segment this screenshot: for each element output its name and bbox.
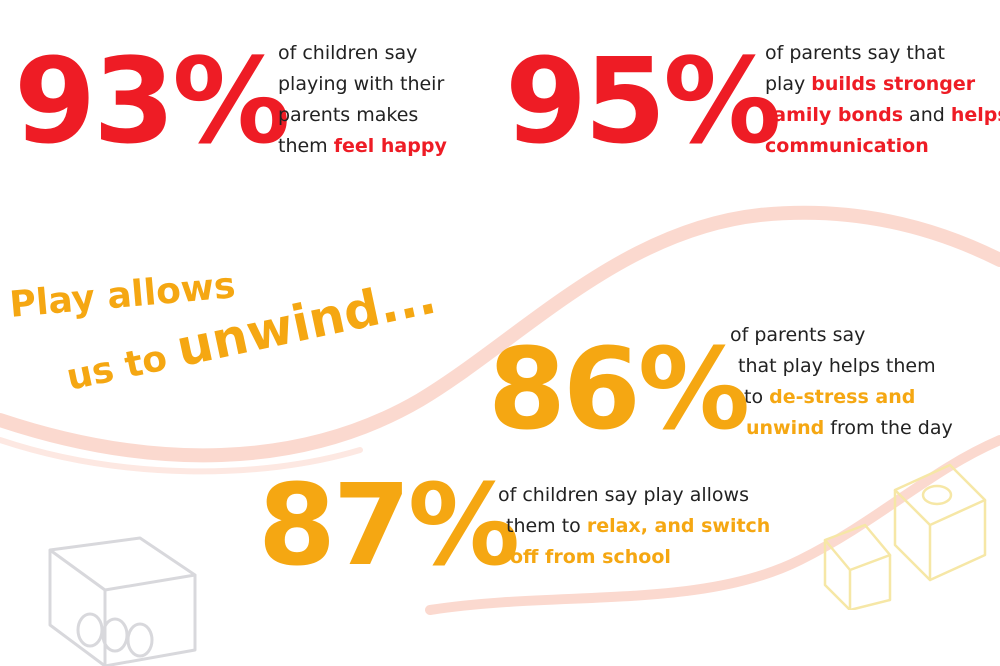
highlight-text: relax, and switch: [586, 515, 771, 537]
stat-86-text: of parents say that play helps them to de-…: [730, 320, 953, 444]
body-text: playing with their: [278, 73, 445, 95]
stat-95-text: of parents say that play builds stronger f…: [765, 38, 1000, 162]
body-text: them to: [506, 515, 587, 537]
stat-text-line: family bonds and helps: [765, 100, 1000, 131]
stat-86-value: 86%: [488, 325, 750, 455]
stat-text-line: parents makes: [278, 100, 447, 131]
highlight-text: builds stronger: [811, 73, 976, 95]
highlight-text: de-stress and: [769, 386, 916, 408]
stat-text-line: of parents say that: [765, 38, 1000, 69]
stat-text-line: off from school: [498, 542, 770, 573]
stat-text-line: them to relax, and switch: [498, 511, 770, 542]
body-text: of parents say: [730, 324, 866, 346]
body-text: of children say: [278, 42, 418, 64]
body-text: parents makes: [278, 104, 419, 126]
body-text: and: [903, 104, 951, 126]
highlight-text: off from school: [510, 546, 671, 568]
stat-text-line: play builds stronger: [765, 69, 1000, 100]
highlight-text: communication: [765, 135, 929, 157]
stat-text-line: communication: [765, 131, 1000, 162]
stat-87-value: 87%: [258, 461, 520, 591]
stat-text-line: unwind from the day: [730, 413, 953, 444]
stat-text-line: of parents say: [730, 320, 953, 351]
highlight-text: unwind: [746, 417, 825, 439]
highlight-text: feel happy: [333, 135, 447, 157]
body-text: from the day: [824, 417, 953, 439]
stat-text-line: of children say play allows: [498, 480, 770, 511]
stat-95-value: 95%: [505, 32, 781, 170]
stat-text-line: that play helps them: [730, 351, 953, 382]
highlight-text: family bonds: [765, 104, 904, 126]
body-text: them: [278, 135, 334, 157]
stat-text-line: them feel happy: [278, 131, 447, 162]
toy-brick-small-icon: [823, 463, 987, 610]
body-text: to: [744, 386, 770, 408]
body-text: of children say play allows: [498, 484, 749, 506]
stat-93-value: 93%: [14, 32, 290, 170]
stat-text-line: to de-stress and: [730, 382, 953, 413]
highlight-text: helps: [950, 104, 1000, 126]
stat-93-text: of children say playing with their parents…: [278, 38, 447, 162]
toy-brick-icon: [48, 536, 197, 666]
stat-text-line: playing with their: [278, 69, 447, 100]
stat-text-line: of children say: [278, 38, 447, 69]
body-text: of parents say that: [765, 42, 945, 64]
body-text: that play helps them: [738, 355, 936, 377]
stat-87-text: of children say play allows them to relax…: [498, 480, 770, 573]
body-text: play: [765, 73, 812, 95]
